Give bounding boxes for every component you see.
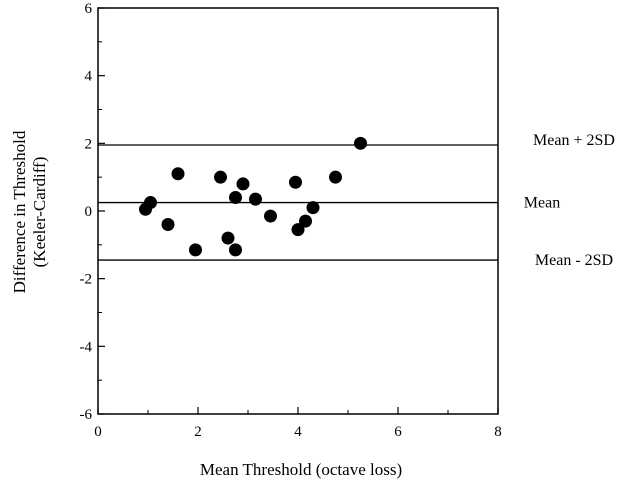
- data-point: [221, 231, 235, 245]
- y-tick-label: 6: [85, 1, 93, 17]
- y-tick-label: -6: [80, 407, 93, 423]
- x-axis-title: Mean Threshold (octave loss): [200, 460, 402, 479]
- x-tick-label: 2: [194, 424, 202, 440]
- data-point: [236, 177, 250, 191]
- y-axis-title-line1: Difference in Threshold: [10, 130, 29, 293]
- data-point: [354, 136, 367, 150]
- x-tick-label: 4: [294, 424, 302, 440]
- reference-line-label: Mean: [524, 195, 560, 212]
- data-point: [249, 192, 262, 206]
- y-tick-label: 2: [85, 136, 93, 152]
- y-tick-label: -2: [80, 272, 93, 288]
- y-tick-label: -4: [80, 339, 93, 355]
- data-point: [306, 201, 320, 215]
- data-point: [289, 175, 302, 189]
- plot-frame: [97, 7, 499, 415]
- reference-line-label: Mean - 2SD: [535, 252, 613, 269]
- data-point: [214, 170, 227, 184]
- data-point: [144, 196, 157, 210]
- x-tick-label: 6: [394, 424, 402, 440]
- data-point: [291, 223, 305, 237]
- x-tick-label: 8: [494, 424, 502, 440]
- data-point: [229, 190, 242, 204]
- data-point: [189, 243, 202, 257]
- data-point: [171, 167, 185, 181]
- data-point: [161, 218, 175, 232]
- y-tick-label: 0: [85, 204, 93, 220]
- x-tick-label: 0: [94, 424, 102, 440]
- data-point: [299, 214, 312, 228]
- y-axis-title-line2: (Keeler-Cardiff): [30, 157, 49, 268]
- data-point: [264, 209, 277, 223]
- data-point: [329, 170, 342, 184]
- reference-line-label: Mean + 2SD: [533, 132, 615, 149]
- data-point: [229, 243, 242, 257]
- y-tick-label: 4: [85, 69, 93, 85]
